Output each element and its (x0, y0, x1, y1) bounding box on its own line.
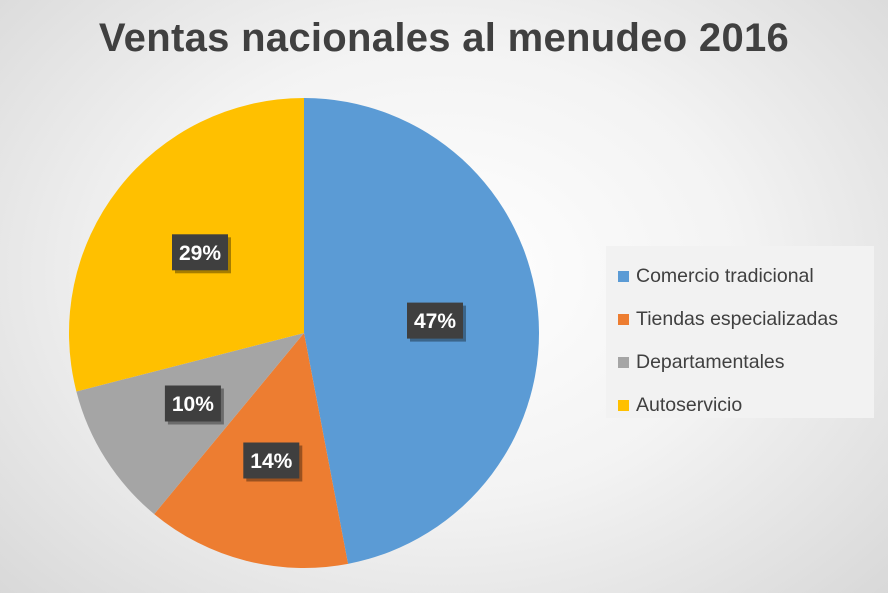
legend-item-autoservicio: Autoservicio (618, 384, 874, 427)
legend-label-tiendas-especializadas: Tiendas especializadas (636, 308, 838, 330)
legend-swatch-comercio-tradicional (618, 271, 629, 282)
data-label-comercio-tradicional: 47% (407, 302, 466, 342)
legend-swatch-autoservicio (618, 400, 629, 411)
data-label-autoservicio: 29% (172, 234, 231, 274)
legend-item-departamentales: Departamentales (618, 341, 874, 384)
legend-label-departamentales: Departamentales (636, 351, 785, 373)
chart-title: Ventas nacionales al menudeo 2016 (98, 16, 790, 60)
data-label-departamentales: 10% (164, 385, 224, 425)
legend: Comercio tradicional Tiendas especializa… (606, 246, 874, 418)
svg-text:29%: 29% (179, 242, 221, 265)
legend-label-autoservicio: Autoservicio (636, 394, 743, 416)
legend-item-comercio-tradicional: Comercio tradicional (618, 255, 874, 298)
legend-swatch-departamentales (618, 357, 629, 368)
svg-text:10%: 10% (172, 393, 214, 416)
pie-slice-departamentales (76, 333, 304, 515)
data-label-tiendas-especializadas: 14% (243, 442, 303, 482)
legend-item-tiendas-especializadas: Tiendas especializadas (618, 298, 874, 341)
svg-text:47%: 47% (414, 310, 456, 333)
svg-text:14%: 14% (250, 450, 292, 473)
legend-swatch-tiendas-especializadas (618, 314, 629, 325)
legend-label-comercio-tradicional: Comercio tradicional (636, 265, 814, 287)
